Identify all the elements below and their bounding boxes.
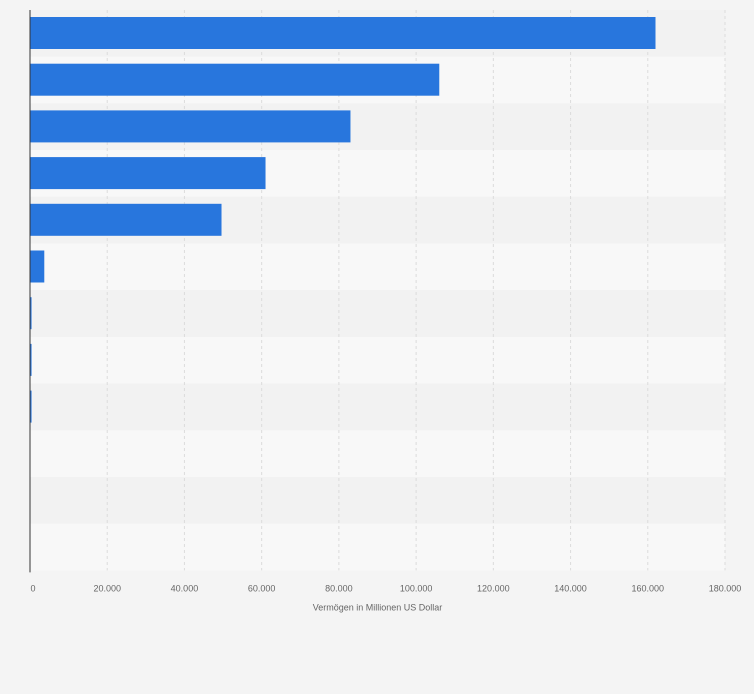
x-tick-label: 160.000	[632, 583, 665, 593]
bar	[30, 203, 222, 236]
x-tick-label: 100.000	[400, 583, 433, 593]
x-tick-label: 20.000	[93, 583, 121, 593]
bar	[30, 157, 266, 190]
bar	[30, 390, 32, 423]
row-stripe	[30, 430, 725, 477]
row-stripe	[30, 336, 725, 384]
x-tick-label: 0	[30, 583, 35, 593]
row-stripe	[30, 243, 725, 291]
bar	[30, 297, 32, 330]
x-tick-labels: 0 20.000 40.000 60.000 80.000 100.000 120.000 1…	[30, 583, 741, 593]
x-tick-label: 80.000	[325, 583, 353, 593]
bar	[30, 17, 656, 49]
row-stripe	[30, 523, 725, 571]
bars	[30, 17, 656, 423]
x-tick-label: 180.000	[709, 583, 742, 593]
x-tick-label: 140.000	[554, 583, 587, 593]
row-stripe	[30, 290, 725, 337]
bar	[30, 250, 45, 283]
bar	[30, 343, 32, 376]
x-tick-label: 120.000	[477, 583, 510, 593]
x-tick-label: 40.000	[171, 583, 199, 593]
x-axis-label: Vermögen in Millionen US Dollar	[313, 602, 443, 612]
bar	[30, 63, 440, 96]
bar	[30, 110, 351, 143]
row-stripe	[30, 477, 725, 524]
x-tick-label: 60.000	[248, 583, 276, 593]
row-stripe	[30, 383, 725, 431]
